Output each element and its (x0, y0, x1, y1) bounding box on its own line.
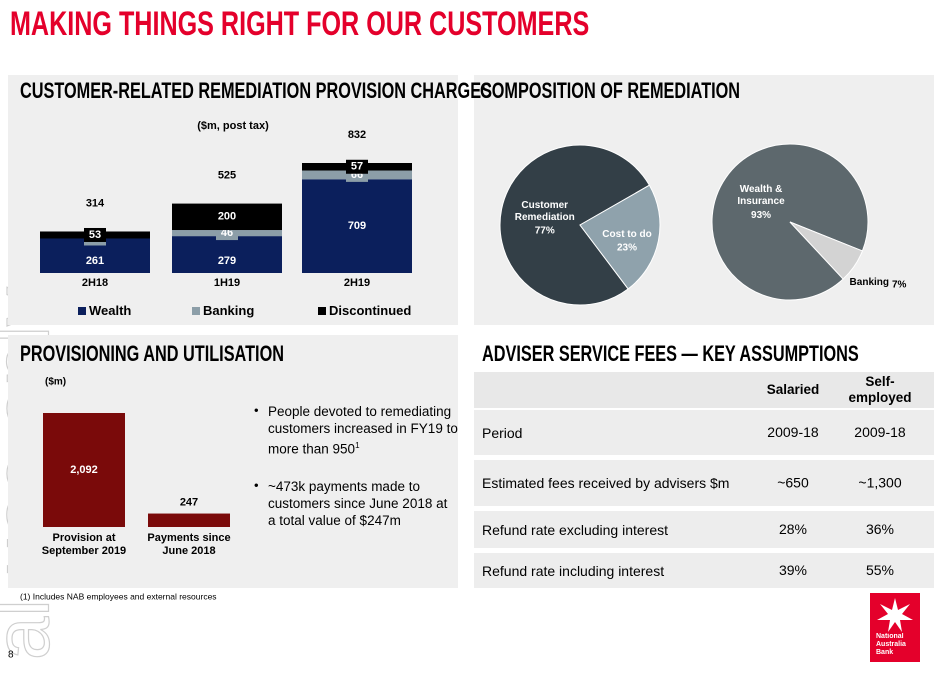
bar-segment (172, 203, 282, 231)
page-number: 8 (8, 650, 14, 661)
x-tick-label: 1H19 (214, 277, 240, 289)
logo-star (877, 598, 913, 632)
row-label-box: Refund rate excluding interest (482, 521, 668, 538)
legend-swatch (192, 307, 200, 315)
cell: ~1,300 (858, 475, 901, 491)
x-tick-label: 2H19 (344, 277, 370, 289)
bullet-text: ~473k payments made to customers since J… (268, 479, 448, 528)
legend-swatch (78, 307, 86, 315)
legend-label: Discontinued (329, 303, 411, 318)
logo-text: National Australia Bank (876, 633, 906, 656)
total-label: 832 (348, 129, 366, 141)
legend-label: Banking (203, 303, 254, 318)
panel-title: CUSTOMER-RELATED REMEDIATION PROVISION C… (20, 78, 492, 103)
pie-label: Customer Remediation (514, 199, 575, 223)
pie-value-label: 93% (751, 210, 771, 221)
column-header-box: Salaried (766, 382, 820, 397)
row-label-box: Estimated fees received by advisers $m (482, 475, 730, 491)
cell: 28% (779, 521, 807, 537)
axis-label: ($m) (45, 377, 66, 388)
total-label: 314 (86, 197, 105, 209)
row-label-box: Refund rate including interest (482, 562, 665, 579)
x-tick-label-box: Provision at September 2019 (41, 532, 127, 557)
table-header (474, 372, 934, 408)
row-label: Refund rate excluding interest (482, 521, 668, 538)
row-label-box: Period (482, 424, 523, 441)
footnote: (1) Includes NAB employees and external … (20, 591, 217, 601)
pie-label-box: Banking (849, 276, 889, 288)
pie-slice (579, 184, 661, 290)
table-row (474, 511, 934, 548)
pie-label: Cost to do (602, 228, 652, 240)
pie-label-box: Customer Remediation (514, 199, 575, 223)
legend-swatch (318, 307, 326, 315)
value-label: 279 (218, 255, 236, 267)
label-box (84, 227, 106, 242)
table-row (474, 410, 934, 455)
chart-subtitle: ($m, post tax) (197, 120, 269, 132)
cell: 36% (866, 521, 894, 537)
x-tick-label: 2H18 (82, 277, 108, 289)
value-label: 2,092 (70, 464, 98, 476)
pie-value-label: 23% (617, 242, 637, 253)
slide-title: MAKING THINGS RIGHT FOR OUR CUSTOMERS (10, 5, 589, 43)
x-tick-label: Payments since June 2018 (147, 532, 231, 557)
cell: 2009-18 (854, 424, 906, 440)
row-label: Estimated fees received by advisers $m (482, 475, 730, 491)
pie-label: Banking (849, 276, 889, 288)
pie-slice (711, 143, 869, 301)
row-label: Refund rate including interest (482, 562, 665, 579)
x-tick-label-box: Payments since June 2018 (147, 532, 231, 557)
value-label: 709 (348, 220, 366, 232)
x-tick-label: Provision at September 2019 (41, 532, 127, 557)
bullet-text: People devoted to remediating customers … (268, 404, 458, 457)
pie-label-box: Wealth & Insurance (737, 184, 785, 208)
cell: 55% (866, 562, 894, 578)
footnote-ref: 1 (355, 441, 360, 450)
bullet-dot: • (254, 402, 259, 417)
panel-title: PROVISIONING AND UTILISATION (20, 341, 284, 366)
pie-value-label: 77% (535, 225, 555, 236)
column-header-box: Self-employed (848, 374, 912, 405)
value-label: 53 (89, 229, 101, 241)
bar-segment (302, 179, 412, 273)
pie-slice (499, 144, 651, 306)
table-row (474, 460, 934, 506)
bar (43, 413, 125, 527)
bar (148, 513, 230, 527)
bullet-text-box: People devoted to remediating customers … (268, 404, 458, 457)
value-label: 57 (351, 161, 363, 173)
pie-slice (789, 221, 864, 280)
bar-segment (172, 236, 282, 273)
total-label: 525 (218, 169, 236, 181)
bullet-dot: • (254, 477, 259, 492)
pie-label-box: Cost to do (602, 228, 652, 240)
table-row (474, 553, 934, 588)
value-label: 261 (86, 255, 104, 267)
cell: 2009-18 (767, 424, 819, 440)
pie-label: Wealth & Insurance (737, 184, 785, 208)
bullet-text-box: ~473k payments made to customers since J… (268, 479, 448, 528)
logo-text-box: National Australia Bank (876, 633, 906, 656)
legend-label: Wealth (89, 303, 131, 318)
value-label: 200 (218, 211, 236, 223)
label-box (346, 159, 368, 174)
cell: 39% (779, 562, 807, 578)
pie-value-label: 7% (892, 279, 907, 290)
panel-title: ADVISER SERVICE FEES — KEY ASSUMPTIONS (482, 341, 859, 366)
column-header: Self-employed (848, 374, 912, 405)
panel-title: COMPOSITION OF REMEDIATION (480, 78, 740, 103)
column-header: Salaried (766, 382, 820, 397)
value-label: 247 (180, 496, 198, 508)
cell: ~650 (777, 475, 809, 491)
row-label: Period (482, 424, 523, 441)
